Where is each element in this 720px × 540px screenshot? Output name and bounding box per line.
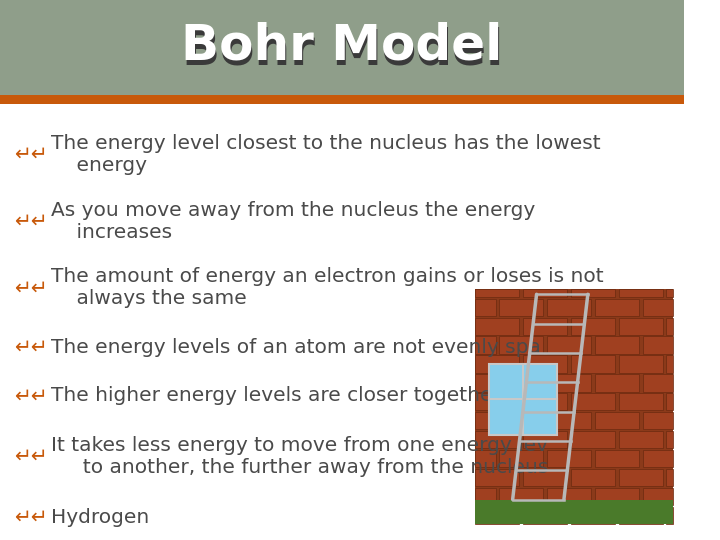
FancyBboxPatch shape [0, 94, 683, 104]
FancyBboxPatch shape [642, 412, 673, 429]
FancyBboxPatch shape [618, 289, 663, 297]
FancyBboxPatch shape [523, 431, 567, 448]
Text: The energy level closest to the nucleus has the lowest
    energy: The energy level closest to the nucleus … [51, 134, 601, 174]
FancyBboxPatch shape [667, 393, 673, 410]
FancyBboxPatch shape [499, 488, 544, 505]
Text: ↵↵: ↵↵ [14, 278, 48, 298]
FancyBboxPatch shape [475, 374, 495, 392]
FancyBboxPatch shape [618, 507, 663, 524]
FancyBboxPatch shape [499, 336, 544, 354]
FancyBboxPatch shape [595, 450, 639, 467]
FancyBboxPatch shape [618, 393, 663, 410]
Text: ↵↵: ↵↵ [14, 212, 48, 231]
FancyBboxPatch shape [499, 450, 544, 467]
Text: ↵↵: ↵↵ [14, 386, 48, 406]
FancyBboxPatch shape [475, 336, 495, 354]
Text: ↵↵: ↵↵ [14, 145, 48, 164]
FancyBboxPatch shape [475, 469, 519, 486]
FancyBboxPatch shape [571, 431, 615, 448]
FancyBboxPatch shape [475, 450, 495, 467]
FancyBboxPatch shape [618, 431, 663, 448]
Text: The amount of energy an electron gains or loses is not
    always the same: The amount of energy an electron gains o… [51, 267, 604, 308]
FancyBboxPatch shape [546, 450, 591, 467]
FancyBboxPatch shape [475, 500, 673, 524]
FancyBboxPatch shape [642, 450, 673, 467]
Text: ↵↵: ↵↵ [14, 338, 48, 357]
FancyBboxPatch shape [499, 374, 544, 392]
FancyBboxPatch shape [523, 507, 567, 524]
Text: The higher energy levels are closer together: The higher energy levels are closer toge… [51, 386, 501, 406]
FancyBboxPatch shape [475, 289, 673, 524]
Text: Hydrogen: Hydrogen [51, 508, 150, 527]
FancyBboxPatch shape [667, 289, 673, 297]
Text: Bohr Model: Bohr Model [181, 22, 503, 70]
FancyBboxPatch shape [546, 488, 591, 505]
FancyBboxPatch shape [571, 469, 615, 486]
FancyBboxPatch shape [595, 412, 639, 429]
FancyBboxPatch shape [571, 393, 615, 410]
Text: ↵↵: ↵↵ [14, 508, 48, 527]
FancyBboxPatch shape [475, 431, 519, 448]
FancyBboxPatch shape [595, 299, 639, 316]
FancyBboxPatch shape [571, 289, 615, 297]
FancyBboxPatch shape [595, 374, 639, 392]
Text: Bohr Model: Bohr Model [182, 26, 504, 75]
Text: As you move away from the nucleus the energy
    increases: As you move away from the nucleus the en… [51, 201, 536, 242]
FancyBboxPatch shape [475, 488, 495, 505]
FancyBboxPatch shape [667, 469, 673, 486]
FancyBboxPatch shape [475, 289, 519, 297]
FancyBboxPatch shape [642, 299, 673, 316]
FancyBboxPatch shape [523, 469, 567, 486]
FancyBboxPatch shape [667, 355, 673, 373]
FancyBboxPatch shape [546, 412, 591, 429]
FancyBboxPatch shape [618, 318, 663, 335]
FancyBboxPatch shape [475, 412, 495, 429]
FancyBboxPatch shape [642, 374, 673, 392]
FancyBboxPatch shape [523, 318, 567, 335]
FancyBboxPatch shape [642, 336, 673, 354]
Text: The energy levels of an atom are not evenly spa: The energy levels of an atom are not eve… [51, 338, 541, 357]
Text: It takes less energy to move from one energy lev
     to another, the further aw: It takes less energy to move from one en… [51, 436, 549, 477]
FancyBboxPatch shape [618, 469, 663, 486]
Text: ↵↵: ↵↵ [14, 447, 48, 466]
FancyBboxPatch shape [475, 393, 519, 410]
FancyBboxPatch shape [571, 355, 615, 373]
FancyBboxPatch shape [489, 364, 557, 435]
FancyBboxPatch shape [499, 412, 544, 429]
FancyBboxPatch shape [475, 299, 495, 316]
FancyBboxPatch shape [667, 431, 673, 448]
FancyBboxPatch shape [546, 299, 591, 316]
FancyBboxPatch shape [618, 355, 663, 373]
FancyBboxPatch shape [499, 299, 544, 316]
FancyBboxPatch shape [546, 374, 591, 392]
FancyBboxPatch shape [667, 318, 673, 335]
FancyBboxPatch shape [595, 488, 639, 505]
FancyBboxPatch shape [571, 318, 615, 335]
FancyBboxPatch shape [571, 507, 615, 524]
FancyBboxPatch shape [546, 336, 591, 354]
FancyBboxPatch shape [475, 355, 519, 373]
FancyBboxPatch shape [523, 355, 567, 373]
FancyBboxPatch shape [0, 0, 683, 94]
FancyBboxPatch shape [595, 336, 639, 354]
FancyBboxPatch shape [475, 318, 519, 335]
FancyBboxPatch shape [642, 488, 673, 505]
FancyBboxPatch shape [523, 393, 567, 410]
FancyBboxPatch shape [667, 507, 673, 524]
FancyBboxPatch shape [523, 289, 567, 297]
FancyBboxPatch shape [475, 507, 519, 524]
